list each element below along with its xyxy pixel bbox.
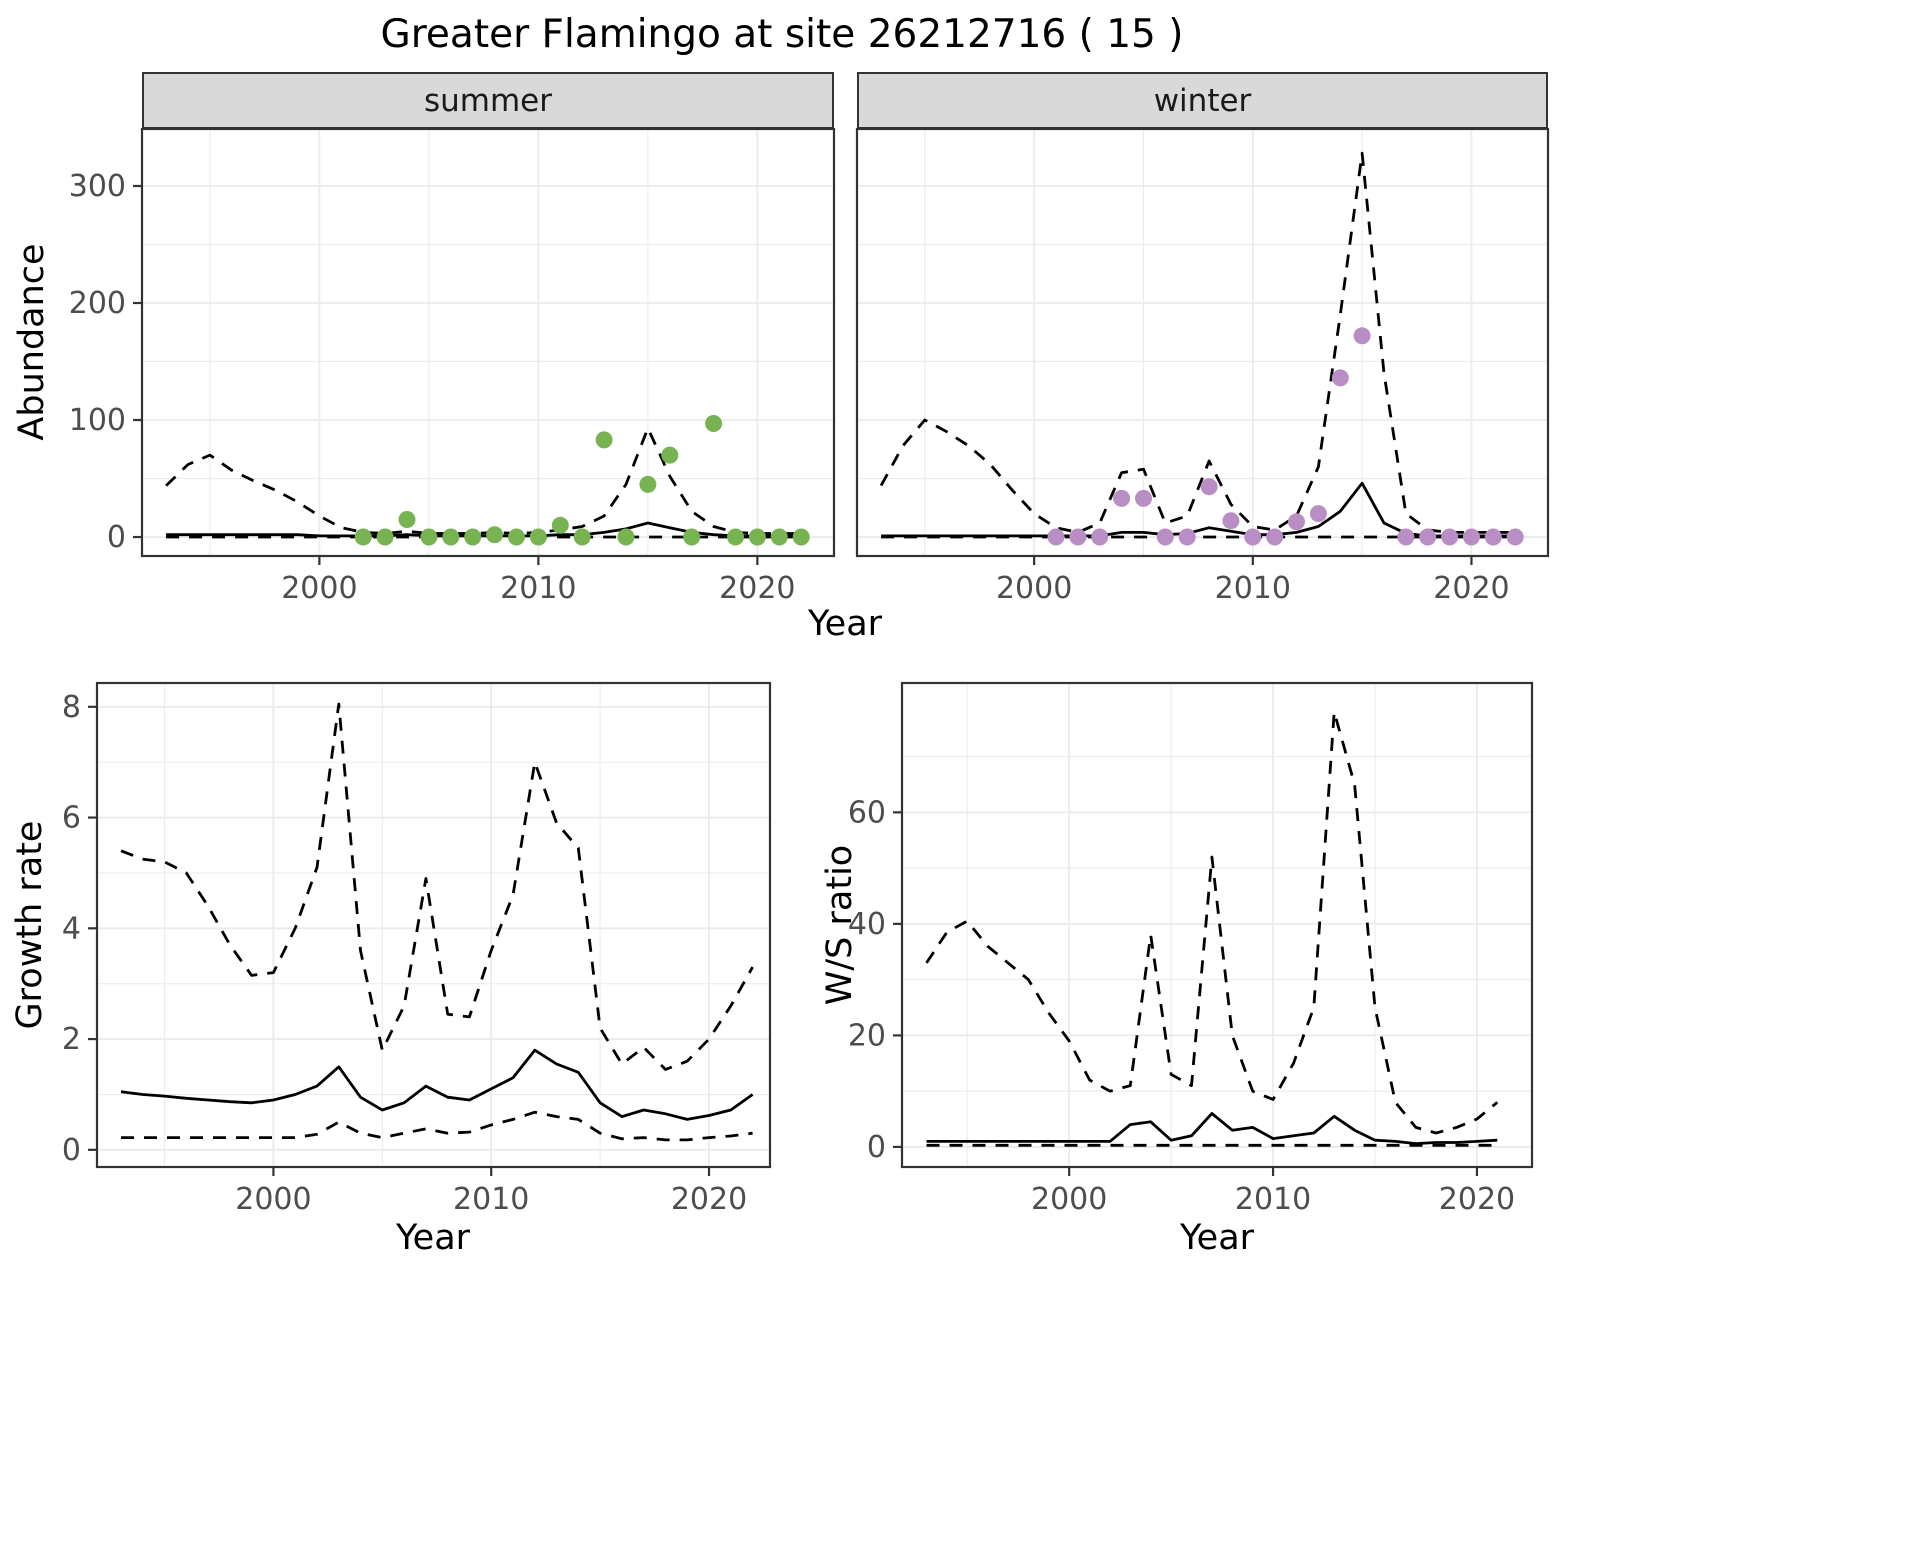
- observed-winter-counts: [1113, 489, 1131, 507]
- observed-winter-counts: [1441, 528, 1459, 546]
- observed-winter-counts: [1397, 528, 1415, 546]
- series-median: [120, 1048, 754, 1121]
- panel-ws-ratio: 2000 2010 2020 0 20 40 60: [848, 681, 1534, 1217]
- facet-strip-winter: winter: [857, 72, 1548, 129]
- y-tick-label: 100: [69, 403, 126, 438]
- y-tick-label: 40: [848, 907, 886, 942]
- observed-winter-counts: [1200, 478, 1218, 496]
- observed-winter-counts: [1135, 489, 1152, 507]
- observed-winter-counts: [1463, 528, 1480, 546]
- y-tick-label: 60: [848, 795, 886, 830]
- y-tick-label: 300: [69, 169, 126, 204]
- observed-summer-counts: [683, 528, 701, 546]
- observed-winter-counts: [1069, 528, 1087, 546]
- panel-border: [900, 681, 1534, 1169]
- y-tick-label: 200: [69, 286, 126, 321]
- y-tick-label: 0: [107, 520, 126, 555]
- observed-winter-counts: [1047, 528, 1065, 546]
- observed-summer-counts: [727, 528, 744, 546]
- series-median: [926, 1112, 1498, 1145]
- panel-background: [902, 683, 1532, 1167]
- observed-winter-counts: [1506, 528, 1524, 546]
- observed-summer-counts: [748, 528, 766, 546]
- observed-summer-counts: [661, 446, 679, 464]
- observed-summer-counts: [770, 528, 788, 546]
- series-upper-ci: [925, 710, 1499, 1135]
- x-axis-label-year-top: Year: [807, 604, 883, 644]
- panel-growth-rate: 2000 2010 2020 0 2 4 6 8: [62, 681, 772, 1217]
- series-upper-ci: [120, 702, 754, 1071]
- panel-border: [140, 127, 836, 558]
- x-tick-label: 2000: [281, 571, 357, 606]
- observed-winter-counts: [1244, 528, 1262, 546]
- observed-summer-counts: [508, 528, 525, 546]
- x-tick-label: 2020: [719, 571, 795, 606]
- figure-title: Greater Flamingo at site 26212716 ( 15 ): [380, 12, 1184, 57]
- panel-border: [855, 127, 1550, 558]
- observed-summer-counts: [376, 528, 394, 546]
- observed-summer-counts: [464, 528, 482, 546]
- x-tick-label: 2000: [1031, 1182, 1107, 1217]
- observed-winter-counts: [1091, 528, 1109, 546]
- x-axis-label-year-ws: Year: [1179, 1218, 1255, 1258]
- y-tick-label: 2: [62, 1022, 81, 1057]
- observed-summer-counts: [792, 528, 810, 546]
- observed-summer-counts: [617, 528, 635, 546]
- y-tick-label: 0: [62, 1133, 81, 1168]
- y-tick-label: 6: [62, 801, 81, 836]
- observed-winter-counts: [1419, 528, 1437, 546]
- series-upper-ci: [879, 151, 1516, 534]
- observed-summer-counts: [420, 528, 438, 546]
- observed-winter-counts: [1484, 528, 1502, 546]
- x-tick-label: 2020: [1433, 571, 1509, 606]
- x-tick-label: 2000: [235, 1182, 311, 1217]
- observed-summer-counts: [595, 431, 613, 449]
- series-upper-ci: [165, 426, 802, 535]
- observed-winter-counts: [1288, 513, 1305, 531]
- x-axis-label-year-growth: Year: [395, 1218, 471, 1258]
- y-tick-label: 0: [867, 1130, 886, 1165]
- panel-background: [142, 129, 834, 556]
- observed-winter-counts: [1178, 528, 1196, 546]
- observed-summer-counts: [398, 511, 416, 528]
- observed-winter-counts: [1266, 528, 1284, 546]
- observed-winter-counts: [1156, 528, 1174, 546]
- x-tick-label: 2010: [453, 1182, 529, 1217]
- observed-summer-counts: [486, 526, 504, 544]
- x-tick-label: 2020: [671, 1182, 747, 1217]
- observed-summer-counts: [705, 415, 723, 432]
- x-tick-label: 2010: [1215, 571, 1291, 606]
- panel-winter-abundance: 2000 2010 2020: [855, 127, 1550, 606]
- y-tick-label: 8: [62, 690, 81, 725]
- series-lower-ci: [121, 1110, 753, 1142]
- observed-summer-counts: [573, 528, 591, 546]
- observed-summer-counts: [354, 528, 372, 546]
- observed-summer-counts: [551, 516, 569, 534]
- x-tick-label: 2010: [500, 571, 576, 606]
- observed-winter-counts: [1353, 327, 1371, 345]
- y-tick-label: 20: [848, 1018, 886, 1053]
- observed-summer-counts: [529, 528, 547, 546]
- x-tick-label: 2020: [1439, 1182, 1515, 1217]
- y-tick-label: 4: [62, 911, 81, 946]
- facet-strip-summer: summer: [142, 72, 834, 129]
- observed-winter-counts: [1222, 512, 1240, 530]
- panel-summer-abundance: 2000 2010 2020 0 100 200 300: [69, 127, 836, 606]
- observed-summer-counts: [639, 475, 657, 493]
- x-tick-label: 2000: [996, 571, 1072, 606]
- observed-summer-counts: [442, 528, 460, 546]
- observed-winter-counts: [1331, 369, 1349, 387]
- x-tick-label: 2010: [1235, 1182, 1311, 1217]
- observed-winter-counts: [1309, 505, 1327, 523]
- panel-border: [95, 681, 772, 1169]
